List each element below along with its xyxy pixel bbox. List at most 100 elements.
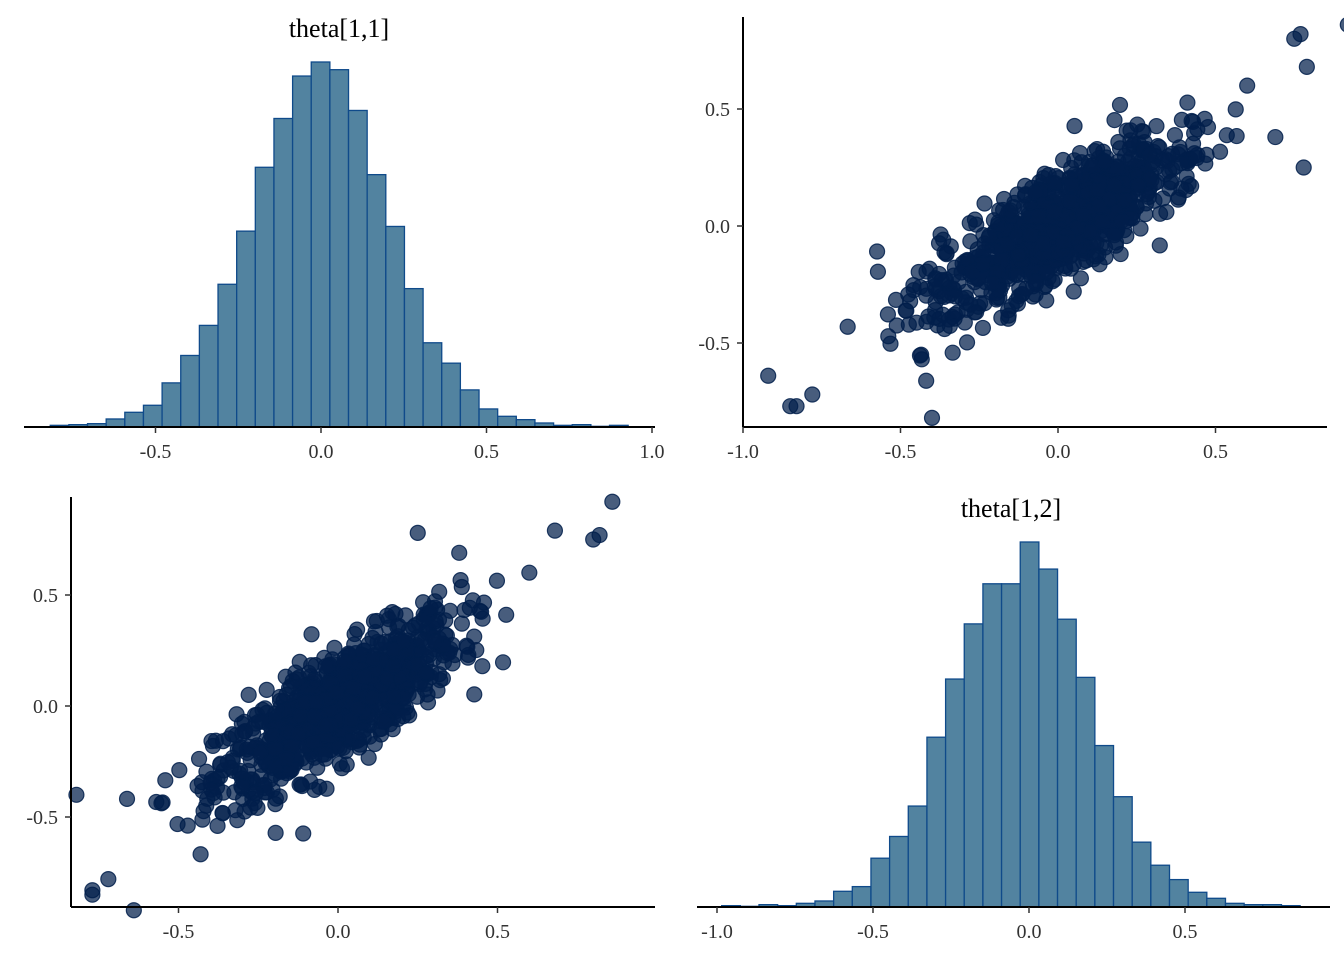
scatter-point (981, 227, 998, 244)
scatter-point (966, 211, 984, 228)
histogram-bar (310, 61, 331, 428)
scatter-point (1199, 118, 1217, 136)
scatter-point (968, 304, 985, 321)
scatter-point (351, 739, 368, 756)
histogram-bar (273, 117, 294, 428)
histogram-bar (366, 173, 387, 428)
scatter-point (192, 846, 209, 863)
scatter-point (452, 571, 469, 589)
scatter-point (442, 602, 459, 619)
histogram-bar (870, 857, 891, 908)
scatter-point (1094, 212, 1111, 230)
scatter-point (376, 713, 393, 730)
scatter-point (118, 790, 136, 808)
histogram-bar (1000, 583, 1021, 908)
scatter-point (1097, 153, 1114, 170)
scatter-point (228, 706, 245, 723)
y-tick-label: -0.5 (26, 807, 58, 829)
scatter-point (1158, 203, 1175, 221)
x-tick-label: 0.5 (485, 921, 510, 943)
scatter-point (1038, 292, 1055, 309)
scatter-point (385, 657, 402, 675)
histogram-bar (124, 411, 145, 428)
scatter-point (212, 755, 229, 772)
scatter-point (1027, 183, 1044, 201)
scatter-point (422, 600, 439, 617)
scatter-point (1072, 270, 1089, 287)
x-tick-label: 1.0 (640, 441, 665, 463)
scatter-point (1065, 255, 1082, 273)
scatter-point (1030, 208, 1047, 225)
scatter-point (1106, 112, 1123, 129)
scatter-point (171, 761, 188, 779)
panel-title-theta-1-2: theta[1,2] (961, 494, 1061, 523)
scatter-point (1239, 77, 1256, 94)
scatter-point (521, 564, 538, 581)
scatter-point (252, 768, 270, 785)
scatter-point (1188, 149, 1205, 167)
x-tick-label: -0.5 (163, 921, 195, 943)
scatter-point (390, 617, 407, 635)
scatter-point (918, 372, 935, 389)
scatter-point (421, 646, 438, 663)
histogram-bar (944, 678, 965, 908)
scatter-point (591, 526, 608, 544)
histogram-bar (142, 404, 163, 428)
histogram-bar (497, 415, 517, 428)
scatter-point (459, 649, 477, 666)
scatter-point (604, 493, 621, 510)
scatter-point (546, 522, 564, 539)
scatter-theta12-vs-theta11: -1.0 -0.5 0.0 0.5 -0.5 0.0 0.5 (698, 17, 1344, 463)
scatter-point (278, 686, 295, 703)
scatter-point (1091, 198, 1108, 215)
scatter-point (240, 686, 257, 704)
scatter-point (1106, 177, 1123, 194)
scatter-point (317, 658, 334, 675)
y-tick-label: 0.0 (705, 216, 730, 238)
x-tick-label: 0.0 (326, 921, 351, 943)
scatter-point (349, 700, 366, 717)
scatter-point (1141, 146, 1158, 163)
scatter-point (1227, 101, 1244, 118)
scatter-point (318, 780, 335, 797)
scatter-point (918, 313, 935, 331)
x-tick-label: -0.5 (857, 921, 889, 943)
scatter-point (303, 626, 320, 643)
histogram-bar (329, 69, 350, 428)
histogram-bar (1206, 897, 1227, 908)
x-tick-label: 0.5 (1203, 441, 1228, 463)
scatter-point (267, 824, 284, 842)
scatter-point (295, 825, 312, 842)
scatter-point (287, 664, 304, 681)
scatter-point (1075, 206, 1092, 223)
scatter-point (958, 334, 976, 351)
scatter-point (464, 592, 481, 609)
scatter-point (1166, 127, 1184, 144)
scatter-point (337, 743, 354, 760)
scatter-point (1063, 176, 1080, 193)
histogram-bar (515, 418, 536, 428)
scatter-point (974, 319, 992, 337)
scatter-point (417, 664, 434, 681)
scatter-point (1046, 203, 1063, 220)
histogram-bar (1038, 568, 1059, 908)
scatter-point (913, 351, 930, 368)
scatter-point (431, 583, 448, 600)
scatter-point (179, 817, 196, 834)
histogram-bar (180, 354, 201, 428)
histogram-bar (385, 225, 406, 428)
scatter-point (407, 617, 424, 634)
scatter-point (474, 658, 491, 675)
scatter-point (868, 243, 886, 260)
scatter-point (214, 804, 231, 822)
histogram-bar (1168, 878, 1189, 908)
scatter-point (199, 790, 216, 807)
scatter-point (336, 653, 353, 670)
scatter-point (266, 705, 284, 723)
scatter-point (936, 288, 953, 305)
scatter-point (1184, 135, 1202, 152)
y-tick-label: -0.5 (698, 333, 730, 355)
scatter-point (879, 306, 897, 323)
scatter-point (366, 735, 383, 753)
